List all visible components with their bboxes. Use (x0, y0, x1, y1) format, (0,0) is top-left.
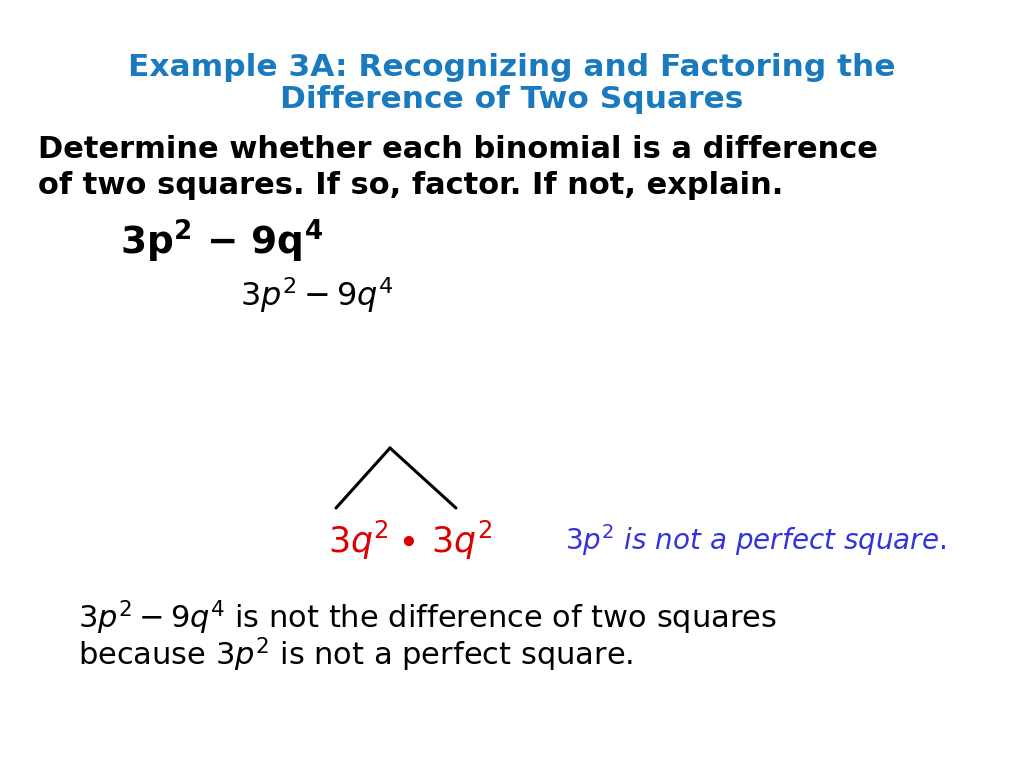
Text: Example 3A: Recognizing and Factoring the: Example 3A: Recognizing and Factoring th… (128, 54, 896, 82)
Text: of two squares. If so, factor. If not, explain.: of two squares. If so, factor. If not, e… (38, 170, 783, 200)
Text: $3p^2 - 9q^4$: $3p^2 - 9q^4$ (240, 275, 393, 315)
Text: $\mathbf{3p^2}$$\mathbf{\,-\,9q^4}$: $\mathbf{3p^2}$$\mathbf{\,-\,9q^4}$ (120, 217, 324, 264)
Text: $3p^2$ $\it{is\ not\ a\ perfect\ square.}$: $3p^2$ $\it{is\ not\ a\ perfect\ square.… (565, 522, 946, 558)
Text: $3q^2 \bullet\, 3q^2$: $3q^2 \bullet\, 3q^2$ (328, 518, 492, 561)
Text: Determine whether each binomial is a difference: Determine whether each binomial is a dif… (38, 135, 878, 164)
Text: Difference of Two Squares: Difference of Two Squares (281, 85, 743, 114)
Text: because $3p^2$ is not a perfect square.: because $3p^2$ is not a perfect square. (78, 636, 633, 674)
Text: $3p^2 - 9q^4$ is not the difference of two squares: $3p^2 - 9q^4$ is not the difference of t… (78, 599, 777, 637)
